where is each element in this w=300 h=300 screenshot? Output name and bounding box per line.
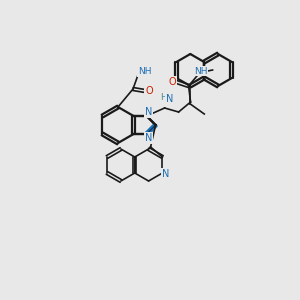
Text: NH: NH <box>138 68 152 76</box>
Text: N: N <box>162 169 169 179</box>
Text: NH: NH <box>194 67 207 76</box>
Text: N: N <box>145 107 152 117</box>
Text: H: H <box>160 92 167 101</box>
Text: O: O <box>169 77 176 87</box>
Text: N: N <box>166 94 173 104</box>
Text: O: O <box>145 86 153 96</box>
Text: N: N <box>145 133 152 143</box>
